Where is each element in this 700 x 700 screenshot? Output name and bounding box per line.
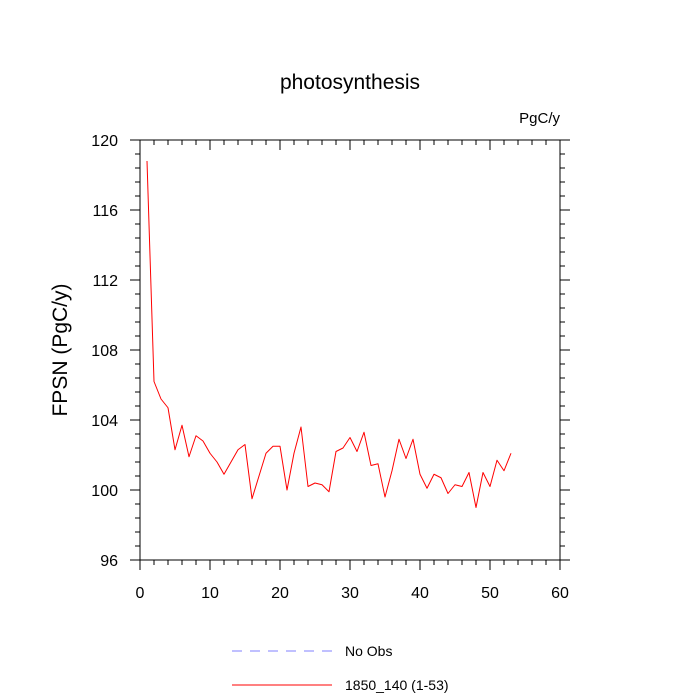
x-tick-label: 0 (136, 585, 145, 602)
y-tick-label: 116 (92, 203, 118, 220)
tick-labels: 0 10 20 30 40 50 60 96 100 104 108 112 116 120 (91, 133, 569, 602)
y-tick-label: 108 (91, 343, 118, 360)
y-tick-label: 96 (100, 553, 118, 570)
units-label: PgC/y (519, 110, 560, 127)
chart-title: photosynthesis (280, 71, 420, 94)
y-tick-label: 104 (91, 413, 118, 430)
x-tick-label: 20 (271, 585, 289, 602)
legend-label: No Obs (345, 643, 392, 659)
series-lines (146, 160, 512, 508)
x-tick-label: 60 (551, 585, 569, 602)
tick-marks (130, 139, 570, 570)
series-line (146, 160, 512, 508)
x-tick-label: 10 (201, 585, 219, 602)
legend-label: 1850_140 (1-53) (345, 677, 449, 693)
legend: No Obs 1850_140 (1-53) (232, 643, 449, 693)
x-tick-label: 50 (481, 585, 499, 602)
x-tick-label: 30 (341, 585, 359, 602)
y-tick-label: 100 (91, 483, 118, 500)
y-tick-label: 120 (91, 133, 118, 150)
y-axis-label: FPSN (PgC/y) (49, 283, 72, 416)
plot-frame (139, 139, 561, 561)
x-tick-label: 40 (411, 585, 429, 602)
y-tick-label: 112 (92, 273, 118, 290)
